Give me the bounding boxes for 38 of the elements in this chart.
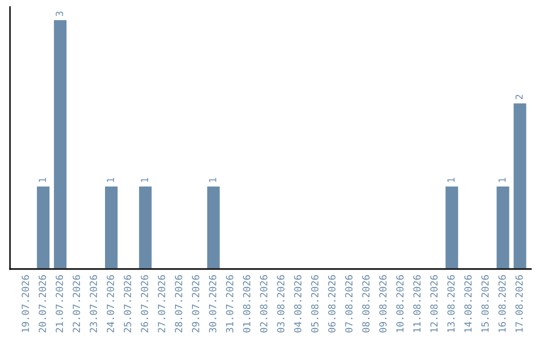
x-tick-label: 21.07.2026 [56,275,64,332]
data-label: 3 [56,12,64,16]
data-label: 1 [209,178,216,182]
x-tick-label: 20.07.2026 [38,275,46,332]
x-tick-label: 23.07.2026 [90,275,98,332]
data-label: 2 [515,94,523,100]
x-tick-label: 06.08.2026 [328,275,336,332]
data-label: 1 [447,178,455,182]
x-tick-label: 13.08.2026 [447,275,455,332]
x-tick-label: 11.08.2026 [413,275,421,332]
x-tick-label: 31.07.2026 [226,275,234,332]
x-tick-label: 02.08.2026 [260,275,268,332]
x-tick-label: 03.08.2026 [277,275,284,332]
x-tick-label: 24.07.2026 [106,275,114,332]
x-tick-label: 25.07.2026 [124,275,132,332]
x-tick-label: 28.07.2026 [174,275,182,332]
x-tick-label: 26.07.2026 [140,275,148,332]
x-tick-label: 17.08.2026 [515,275,523,332]
x-tick-label: 22.07.2026 [72,275,80,332]
x-tick-label: 04.08.2026 [294,275,302,332]
x-tick-label: 09.08.2026 [379,275,387,332]
x-tick-label: 15.08.2026 [481,275,489,332]
x-tick-label: 10.08.2026 [396,275,404,332]
x-tick-label: 08.08.2026 [362,275,370,332]
x-tick-label: 12.08.2026 [430,275,438,332]
x-tick-label: 14.08.2026 [464,275,472,332]
x-tick-label: 16.08.2026 [498,275,506,332]
data-label: 1 [38,178,46,182]
x-tick-label: 05.08.2026 [311,275,318,332]
data-label: 1 [498,178,506,182]
x-tick-label: 30.07.2026 [208,275,216,332]
x-tick-label: 29.07.2026 [192,275,200,332]
x-tick-label: 27.07.2026 [158,275,166,332]
x-tick-label: 07.08.2026 [345,275,353,332]
x-tick-label: 01.08.2026 [243,275,250,332]
x-tick-label: 19.07.2026 [22,275,30,332]
data-label: 1 [106,178,114,182]
data-label: 1 [140,178,148,182]
